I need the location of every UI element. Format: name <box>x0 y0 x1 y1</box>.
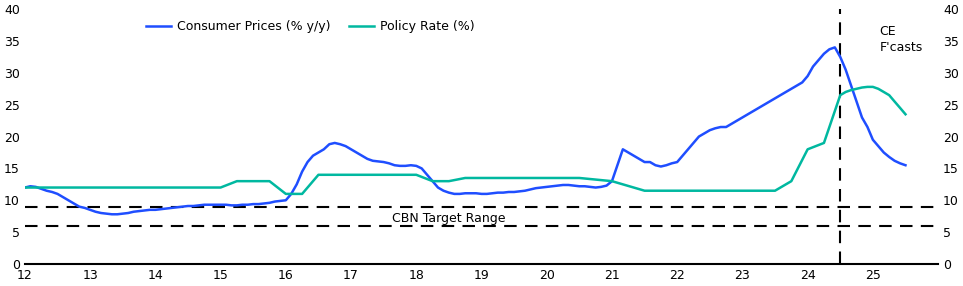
Policy Rate (%) <box>835 94 846 97</box>
Consumer Prices (% y/y) <box>19 186 31 189</box>
Policy Rate (%) <box>819 141 830 145</box>
Consumer Prices (% y/y) <box>780 90 792 94</box>
Policy Rate (%) <box>297 192 308 196</box>
Policy Rate (%) <box>264 179 275 183</box>
Policy Rate (%) <box>671 189 683 192</box>
Policy Rate (%) <box>606 179 617 183</box>
Policy Rate (%) <box>508 176 520 180</box>
Policy Rate (%) <box>443 179 455 183</box>
Policy Rate (%) <box>149 186 161 189</box>
Policy Rate (%) <box>840 90 851 94</box>
Consumer Prices (% y/y) <box>829 46 841 49</box>
Policy Rate (%) <box>737 189 748 192</box>
Consumer Prices (% y/y) <box>106 212 117 216</box>
Policy Rate (%) <box>862 85 873 89</box>
Policy Rate (%) <box>850 87 862 90</box>
Policy Rate (%) <box>346 173 357 176</box>
Policy Rate (%) <box>574 176 586 180</box>
Consumer Prices (% y/y) <box>899 164 911 167</box>
Policy Rate (%) <box>786 179 797 183</box>
Policy Rate (%) <box>704 189 716 192</box>
Policy Rate (%) <box>899 113 911 116</box>
Policy Rate (%) <box>895 106 906 110</box>
Policy Rate (%) <box>247 179 259 183</box>
Policy Rate (%) <box>410 173 422 176</box>
Policy Rate (%) <box>846 88 857 92</box>
Policy Rate (%) <box>459 176 471 180</box>
Policy Rate (%) <box>856 86 868 89</box>
Policy Rate (%) <box>280 192 292 196</box>
Policy Rate (%) <box>313 173 325 176</box>
Text: CE
F'casts: CE F'casts <box>879 25 923 54</box>
Consumer Prices (% y/y) <box>666 162 678 165</box>
Policy Rate (%) <box>638 189 650 192</box>
Policy Rate (%) <box>427 179 438 183</box>
Policy Rate (%) <box>215 186 226 189</box>
Policy Rate (%) <box>85 186 96 189</box>
Policy Rate (%) <box>872 87 884 90</box>
Policy Rate (%) <box>878 90 890 94</box>
Policy Rate (%) <box>19 186 31 189</box>
Line: Consumer Prices (% y/y): Consumer Prices (% y/y) <box>25 47 905 214</box>
Consumer Prices (% y/y) <box>715 125 726 129</box>
Policy Rate (%) <box>541 176 553 180</box>
Consumer Prices (% y/y) <box>422 173 433 176</box>
Text: CBN Target Range: CBN Target Range <box>392 212 506 225</box>
Line: Policy Rate (%): Policy Rate (%) <box>25 87 905 194</box>
Policy Rate (%) <box>802 148 814 151</box>
Policy Rate (%) <box>231 179 243 183</box>
Policy Rate (%) <box>883 94 895 97</box>
Policy Rate (%) <box>117 186 128 189</box>
Policy Rate (%) <box>182 186 194 189</box>
Policy Rate (%) <box>476 176 487 180</box>
Policy Rate (%) <box>52 186 64 189</box>
Policy Rate (%) <box>769 189 781 192</box>
Policy Rate (%) <box>377 173 389 176</box>
Policy Rate (%) <box>867 85 878 89</box>
Legend: Consumer Prices (% y/y), Policy Rate (%): Consumer Prices (% y/y), Policy Rate (%) <box>141 15 481 38</box>
Policy Rate (%) <box>889 100 900 103</box>
Consumer Prices (% y/y) <box>269 200 280 203</box>
Consumer Prices (% y/y) <box>846 84 857 87</box>
